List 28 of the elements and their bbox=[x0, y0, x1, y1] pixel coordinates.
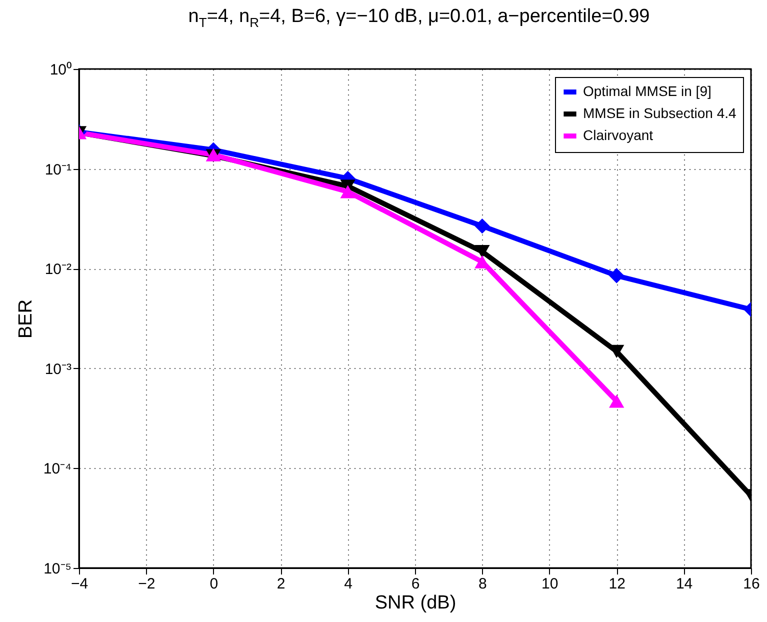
x-tick-label: 10 bbox=[542, 576, 558, 592]
legend-label: MMSE in Subsection 4.4 bbox=[583, 105, 737, 121]
point bbox=[474, 218, 490, 234]
legend-label: Optimal MMSE in [9] bbox=[583, 83, 712, 99]
y-tick-label: 10⁻⁵ bbox=[44, 560, 72, 578]
y-tick-label: 10⁻¹ bbox=[44, 161, 72, 178]
legend-label: Clairvoyant bbox=[583, 127, 654, 143]
x-tick-label: 4 bbox=[344, 576, 352, 592]
x-tick-label: 16 bbox=[743, 576, 760, 592]
x-tick-label: 14 bbox=[676, 576, 693, 592]
y-tick-label: 10⁻³ bbox=[44, 360, 72, 378]
x-tick-label: 2 bbox=[276, 576, 286, 592]
y-tick-label: 10⁻² bbox=[44, 261, 72, 278]
x-tick-label: 8 bbox=[478, 576, 487, 592]
y-axis-title: BER bbox=[15, 299, 36, 339]
chart-title: n$_{T}$=4, n$_{R}$=4, B=6, γ=−10 dB, μ=0.01, a−percentile=0.99 bbox=[187, 6, 651, 30]
x-tick-label: −2 bbox=[138, 576, 156, 592]
point bbox=[474, 245, 490, 258]
x-axis-title: SNR (dB) bbox=[374, 592, 456, 614]
y-tick-label: 10⁻⁴ bbox=[43, 460, 72, 478]
point bbox=[340, 185, 356, 198]
point bbox=[609, 394, 624, 408]
x-tick-label: −4 bbox=[70, 576, 88, 592]
y-tick-label: 10⁰ bbox=[50, 62, 72, 78]
x-tick-label: 6 bbox=[411, 576, 420, 592]
x-tick-label: 0 bbox=[210, 576, 218, 592]
x-tick-label: 12 bbox=[608, 576, 626, 592]
point bbox=[609, 268, 624, 284]
